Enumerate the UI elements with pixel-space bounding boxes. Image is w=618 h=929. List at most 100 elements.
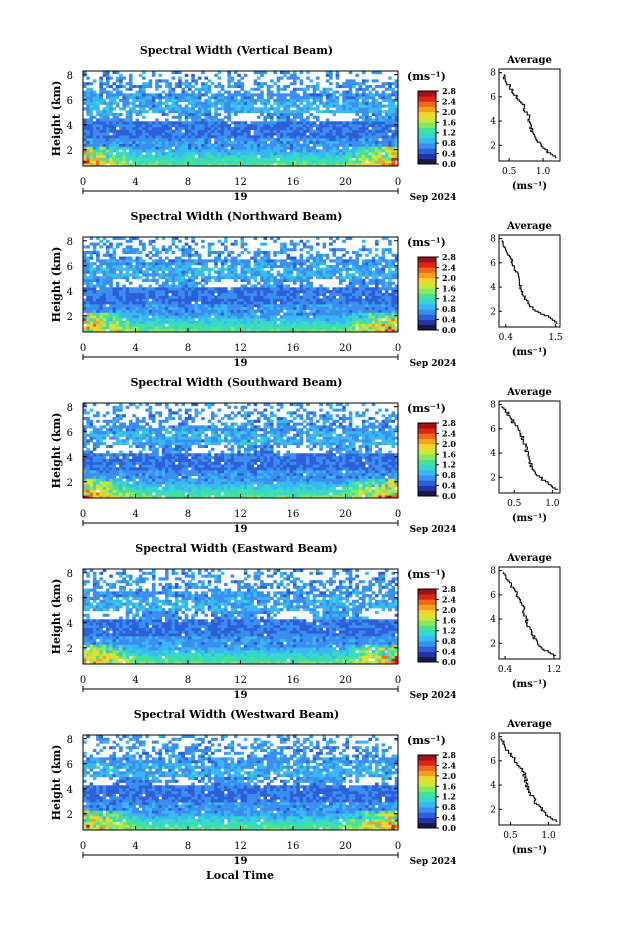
heatmap-cell: [174, 104, 179, 108]
heatmap-cell: [375, 121, 379, 125]
heatmap-cell: [188, 298, 192, 302]
heatmap-cell: [375, 84, 379, 89]
heatmap-cell: [210, 124, 215, 128]
heatmap-cell: [391, 270, 396, 274]
heatmap-cell: [165, 104, 169, 108]
heatmap-cell: [102, 315, 107, 319]
heatmap-cell: [92, 292, 97, 296]
heatmap-cell: [115, 104, 120, 108]
heatmap-cell: [92, 287, 97, 291]
heatmap-cell: [161, 79, 166, 83]
heatmap-cell: [384, 93, 389, 97]
heatmap-cell: [289, 292, 294, 296]
heatmap-cell: [128, 79, 133, 83]
heatmap-cell: [250, 295, 254, 299]
heatmap-cell: [171, 259, 176, 263]
heatmap-cell: [148, 264, 153, 269]
heatmap-cell: [266, 160, 271, 164]
heatmap-cell: [378, 110, 382, 114]
heatmap-cell: [240, 110, 245, 114]
heatmap-cell: [158, 284, 163, 288]
heatmap-cell: [99, 87, 103, 91]
heatmap-cell: [276, 290, 281, 294]
heatmap-cell: [365, 270, 369, 274]
heatmap-cell: [299, 152, 304, 156]
heatmap-cell: [381, 84, 386, 89]
heatmap-cell: [151, 154, 156, 158]
heatmap-cell: [342, 312, 346, 316]
heatmap-cell: [109, 287, 113, 291]
heatmap-cell: [105, 278, 110, 282]
heatmap-cell: [355, 149, 359, 153]
heatmap-cell: [168, 312, 172, 316]
heatmap-cell: [138, 298, 143, 302]
heatmap-cell: [270, 298, 274, 302]
heatmap-cell: [210, 276, 215, 280]
heatmap-cell: [338, 306, 343, 310]
heatmap-cell: [145, 298, 149, 302]
heatmap-cell: [142, 287, 146, 291]
heatmap-cell: [243, 318, 248, 322]
heatmap-cell: [302, 329, 307, 333]
heatmap-cell: [220, 132, 225, 136]
heatmap-cell: [135, 135, 140, 139]
heatmap-cell: [237, 318, 241, 322]
heatmap-cell: [135, 126, 140, 130]
heatmap-cell: [194, 115, 199, 119]
heatmap-cell: [375, 93, 379, 97]
heatmap-cell: [365, 101, 369, 105]
heatmap-cell: [345, 320, 350, 324]
heatmap-cell: [263, 138, 268, 142]
heatmap-cell: [365, 320, 369, 324]
heatmap-cell: [345, 295, 350, 299]
heatmap-cell: [145, 290, 149, 294]
heatmap-cell: [161, 315, 166, 319]
heatmap-cell: [240, 284, 245, 288]
heatmap-cell: [319, 329, 323, 333]
heatmap-cell: [181, 278, 186, 282]
heatmap-cell: [384, 138, 389, 142]
heatmap-cell: [247, 306, 251, 310]
heatmap-cell: [283, 315, 287, 319]
heatmap-cell: [361, 318, 366, 322]
heatmap-cell: [302, 273, 307, 277]
heatmap-cell: [256, 126, 261, 130]
heatmap-cell: [191, 315, 195, 319]
heatmap-cell: [165, 146, 169, 150]
heatmap-cell: [132, 154, 136, 158]
heatmap-cell: [151, 146, 156, 150]
heatmap-cell: [178, 121, 182, 125]
heatmap-cell: [178, 306, 182, 310]
heatmap-cell: [358, 326, 363, 330]
heatmap-cell: [332, 295, 336, 299]
heatmap-cell: [161, 96, 166, 100]
heatmap-cell: [112, 292, 117, 296]
heatmap-cell: [155, 87, 159, 91]
heatmap-cell: [158, 287, 163, 291]
heatmap-cell: [207, 306, 212, 310]
heatmap-cell: [335, 320, 340, 324]
heatmap-cell: [240, 292, 245, 296]
heatmap-cell: [240, 152, 245, 156]
heatmap-cell: [174, 278, 179, 282]
heatmap-cell: [135, 323, 140, 327]
heatmap-cell: [220, 152, 225, 156]
heatmap-cell: [201, 306, 205, 310]
heatmap-cell: [247, 101, 251, 105]
heatmap-cell: [384, 82, 389, 86]
heatmap-cell: [188, 267, 192, 271]
heatmap-cell: [122, 309, 126, 313]
heatmap-cell: [394, 292, 399, 296]
heatmap-cell: [309, 79, 313, 83]
heatmap-cell: [286, 121, 291, 125]
heatmap-cell: [201, 304, 205, 308]
heatmap-cell: [273, 157, 277, 161]
heatmap-cell: [391, 326, 396, 330]
heatmap-cell: [306, 149, 310, 153]
heatmap-cell: [233, 267, 238, 271]
heatmap-cell: [99, 259, 103, 263]
heatmap-cell: [83, 82, 87, 86]
heatmap-cell: [174, 157, 179, 161]
heatmap-cell: [322, 124, 327, 128]
heatmap-cell: [142, 301, 146, 305]
